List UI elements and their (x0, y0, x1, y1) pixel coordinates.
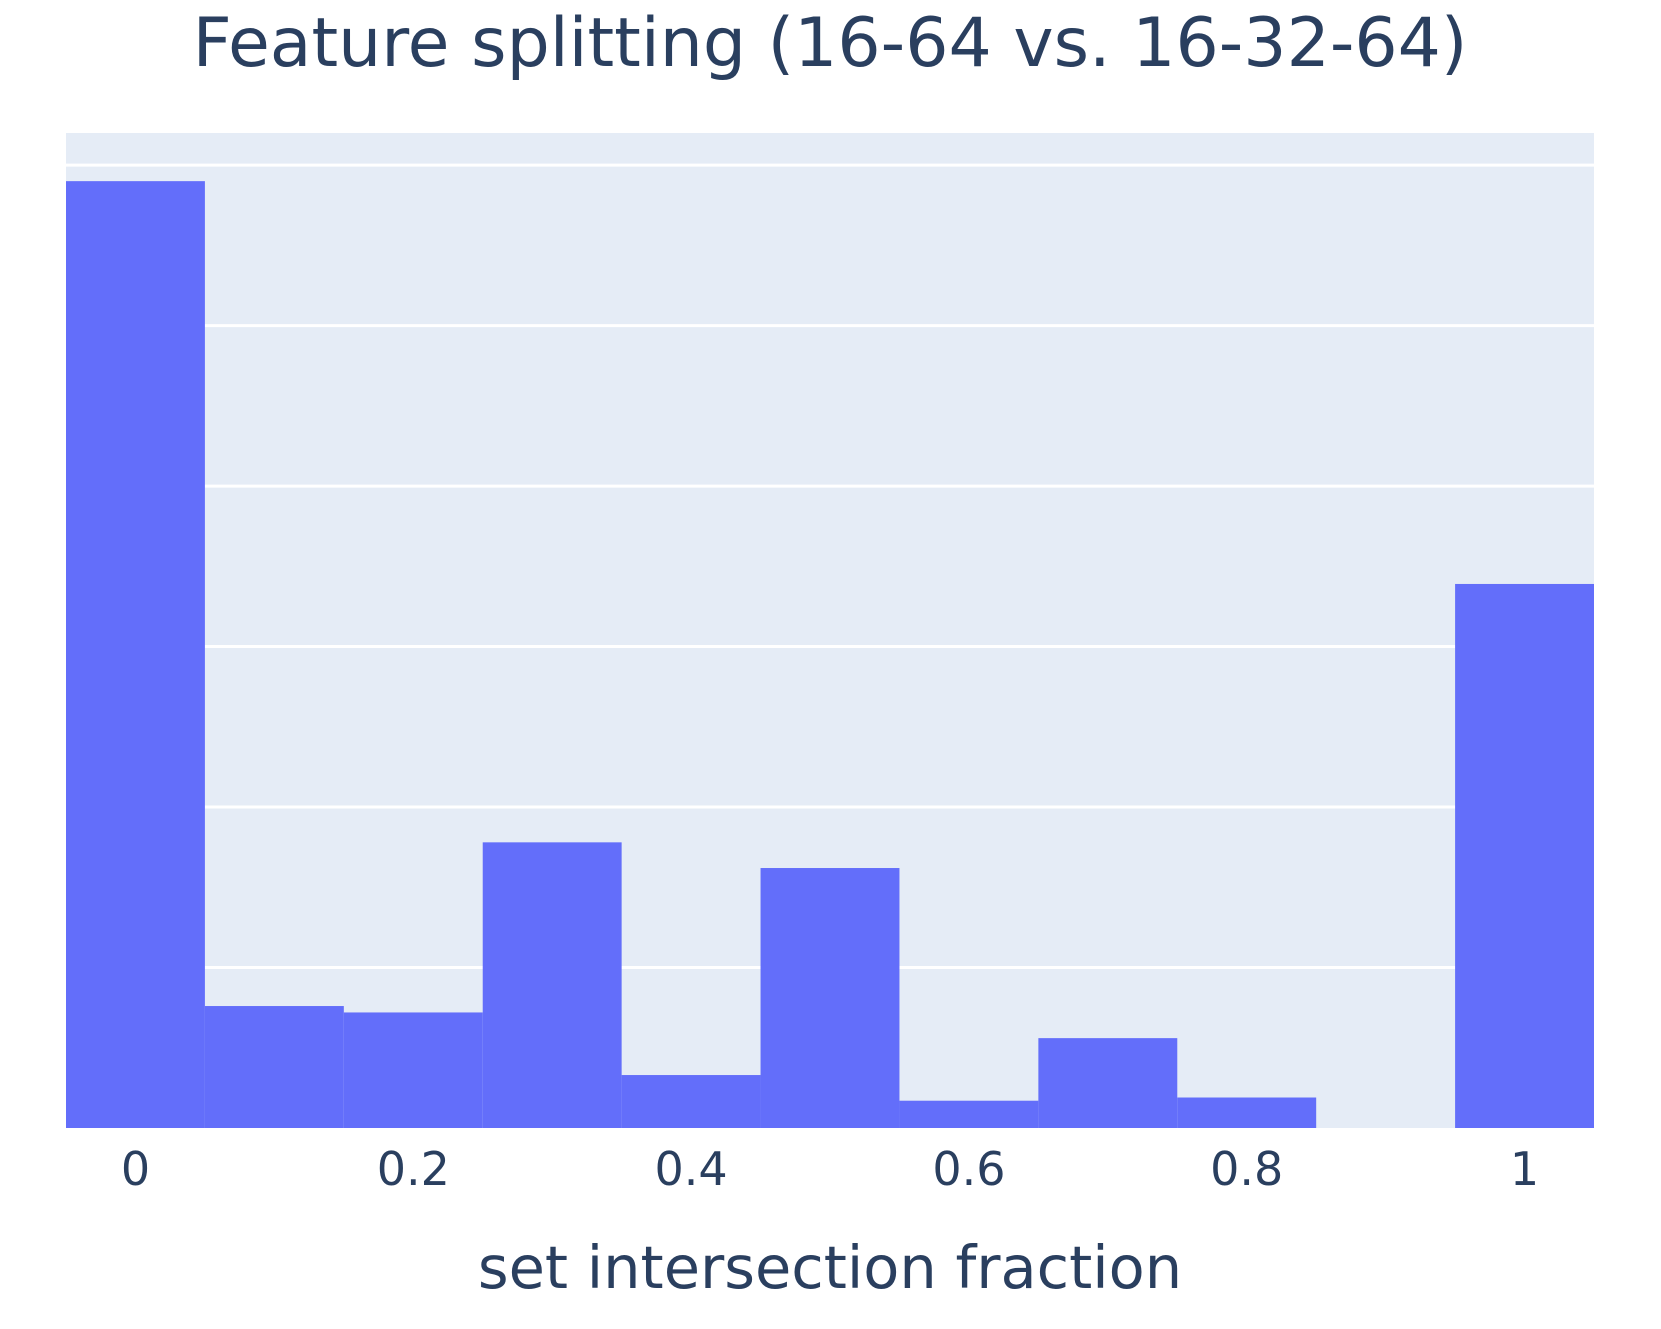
histogram-bar (1038, 1038, 1177, 1128)
histogram-bar (205, 1006, 344, 1128)
histogram-bar (483, 842, 622, 1128)
x-axis-title: set intersection fraction (478, 1233, 1182, 1302)
histogram-bar (761, 868, 900, 1128)
x-tick-label: 1 (1510, 1142, 1539, 1196)
histogram-bar (344, 1012, 483, 1128)
histogram-bar (66, 181, 205, 1128)
x-tick-label: 0.8 (1210, 1142, 1283, 1196)
x-tick-label: 0 (121, 1142, 150, 1196)
x-tick-label: 0.4 (655, 1142, 728, 1196)
x-tick-label: 0.2 (377, 1142, 450, 1196)
histogram-bar (1455, 584, 1594, 1128)
histogram-bar (1177, 1098, 1316, 1128)
histogram-bar (622, 1075, 761, 1128)
x-tick-label: 0.6 (932, 1142, 1005, 1196)
chart-title: Feature splitting (16-64 vs. 16-32-64) (193, 4, 1468, 83)
histogram-bar (899, 1101, 1038, 1128)
x-axis-ticks: 0 0.2 0.4 0.6 0.8 1 (121, 1142, 1539, 1196)
